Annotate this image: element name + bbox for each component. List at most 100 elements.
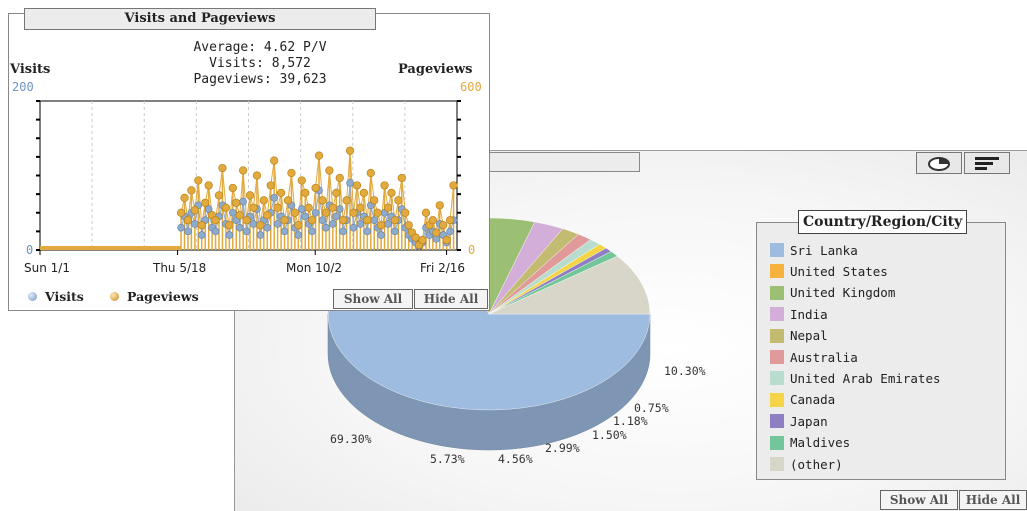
legend-swatch [770,307,784,322]
pie-label-sri-lanka: 69.30% [330,432,372,446]
pie-label-other: 10.30% [664,364,706,378]
pageviews-point [373,208,382,217]
legend-swatch [770,457,784,471]
pie-view-button[interactable] [916,152,962,174]
legend-item[interactable]: Maldives [770,433,850,453]
pie-label-australia: 1.50% [592,428,627,442]
visits-point [370,216,379,224]
pageviews-point [232,198,241,207]
legend-swatch [770,285,784,300]
pageviews-point [249,203,258,212]
x-tick: Sun 1/1 [24,261,70,275]
visits-point [332,212,341,221]
visits-point [294,231,303,239]
pageviews-point [180,193,189,202]
legend-item[interactable]: United States [770,261,888,281]
pageviews-point [290,208,299,217]
pageviews-point [194,176,203,185]
pageviews-point [266,181,275,190]
pageviews-point [245,191,255,200]
pie-label-japan: 0.75% [634,401,669,415]
visits-point [301,212,310,221]
legend-swatch [770,414,784,429]
legend-item[interactable]: United Kingdom [770,283,895,303]
pageviews-point [321,208,331,217]
pageviews-point [435,201,444,210]
pageviews-point [335,173,344,183]
pageviews-point [352,181,362,190]
legend-label: (other) [790,456,843,472]
pageviews-point [390,216,400,225]
visits-point [363,227,372,236]
visits-point [349,223,358,232]
bar-view-button[interactable] [964,152,1010,174]
stat-average: Average: 4.62 P/V [193,40,327,55]
pageviews-point [239,166,248,175]
visits-point [184,227,192,236]
pageviews-point [318,196,327,205]
legend-label: United Arab Emirates [790,370,941,386]
pageviews-point [439,221,448,230]
legend-swatch [770,392,784,407]
front-hide-all-button[interactable]: Hide All [414,289,488,309]
pageviews-point [421,208,431,217]
stat-visits: Visits: 8,572 [209,56,311,71]
pageviews-point [204,181,213,190]
visits-point [356,220,365,228]
legend-label: Nepal [790,328,828,344]
pageviews-point [332,188,341,197]
pageviews-point [221,203,230,212]
legend-item[interactable]: India [770,304,828,324]
pageviews-point [446,216,455,225]
legend-item[interactable]: Sri Lanka [770,240,858,260]
pageviews-point [339,216,348,225]
pageviews-point [228,183,237,193]
visits-point [197,231,206,239]
pageviews-point [270,156,279,165]
visits-point [377,231,385,239]
legend-pageviews[interactable]: Pageviews [110,289,199,304]
visits-point [297,205,306,213]
pageviews-point [308,216,317,225]
visits-point [177,223,185,232]
right-axis-max: 600 [460,80,482,94]
pageviews-point [380,181,389,190]
visits-point [322,223,330,232]
pageviews-point [342,196,351,205]
pageviews-point [304,203,313,212]
pie-label-united-kingdom: 4.56% [498,452,533,466]
pageviews-point [366,168,375,178]
legend-item[interactable]: (other) [770,454,843,474]
left-axis-min: 0 [26,243,34,257]
legend-item[interactable]: Australia [770,347,858,367]
legend-item[interactable]: Nepal [770,326,828,346]
legend-item[interactable]: Canada [770,390,835,410]
pageviews-point [287,168,296,178]
legend-label: Canada [790,392,836,408]
visits-point [249,220,258,228]
x-tick: Thu 5/18 [153,261,207,275]
left-axis-label: Visits [10,62,51,77]
pageviews-point [345,146,355,155]
pageviews-point [328,203,337,212]
legend-label: Japan [790,413,828,429]
legend-label: United States [790,263,888,279]
pageviews-point [242,216,251,225]
legend-item[interactable]: Japan [770,411,828,431]
visits-point [228,208,237,217]
pageviews-point [394,196,403,205]
pageviews-point [201,198,210,207]
pageviews-point [214,191,224,200]
visits-point [225,231,234,239]
front-show-all-button[interactable]: Show All [333,289,413,309]
pageviews-point [442,235,451,245]
legend-label: Sri Lanka [790,242,858,258]
visits-point [242,227,251,236]
visits-point [311,208,320,217]
visits-point [235,223,244,232]
visits-dot-icon [28,292,37,301]
pageviews-point [428,216,437,225]
legend-visits[interactable]: Visits [28,289,84,304]
legend-item[interactable]: United Arab Emirates [770,368,941,388]
